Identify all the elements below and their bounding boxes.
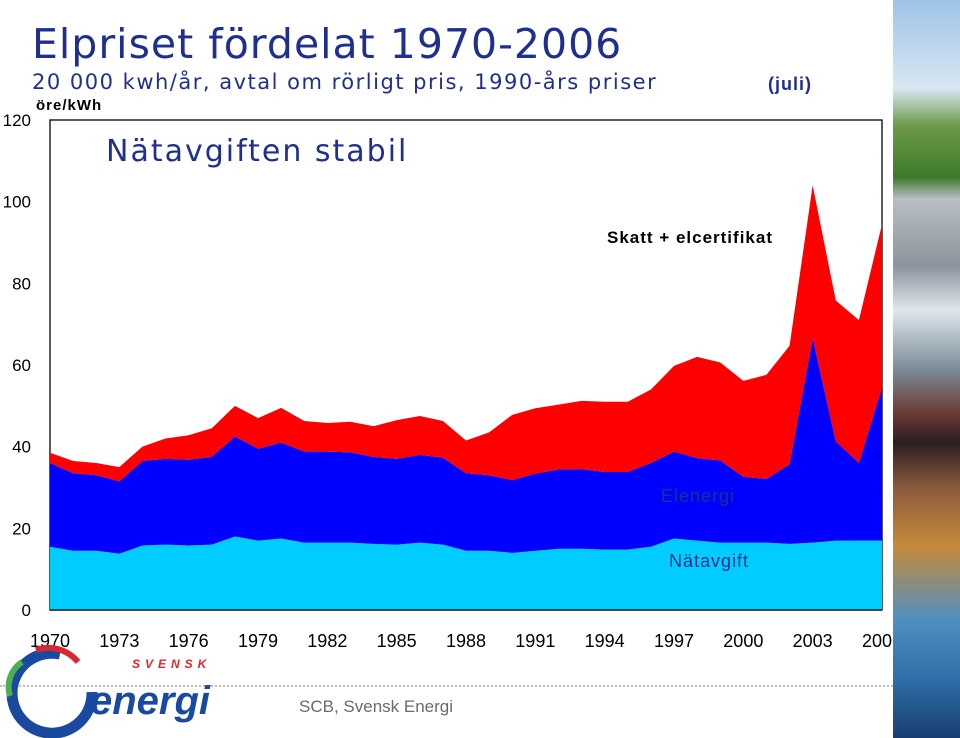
area-series-2 xyxy=(50,338,882,554)
x-tick-label: 1976 xyxy=(169,631,209,651)
x-tick-label: 1988 xyxy=(446,631,486,651)
y-axis-unit-label: öre/kWh xyxy=(36,97,103,114)
y-tick-label: 100 xyxy=(3,193,31,212)
period-note: (juli) xyxy=(768,74,812,94)
logo-swirl-green xyxy=(5,659,24,697)
x-tick-label: 2006 xyxy=(862,631,893,651)
series-label-2: Elenergi xyxy=(661,486,735,506)
x-tick-label: 1973 xyxy=(99,631,139,651)
annotation-callout: Nätavgiften stabil xyxy=(106,134,409,169)
x-tick-label: 1997 xyxy=(654,631,694,651)
logo-text-main: energi xyxy=(90,679,211,723)
x-tick-label: 1979 xyxy=(238,631,278,651)
y-tick-label: 80 xyxy=(12,274,31,293)
svensk-energi-logo: SVENSK energi xyxy=(5,644,211,738)
decorative-photo-strip xyxy=(893,0,960,738)
y-tick-label: 20 xyxy=(12,519,31,538)
series-labels: Nätavgift Elenergi Skatt + elcertifikat xyxy=(607,228,773,571)
x-tick-label: 2000 xyxy=(723,631,763,651)
y-tick-label: 0 xyxy=(22,601,31,620)
x-tick-label: 2003 xyxy=(793,631,833,651)
y-tick-label: 120 xyxy=(3,111,31,130)
y-tick-label: 60 xyxy=(12,356,31,375)
x-axis: 1970 1973 1976 1979 1982 1985 1988 1991 1994 1997… xyxy=(30,609,893,651)
x-tick-label: 1994 xyxy=(585,631,625,651)
x-tick-label: 1985 xyxy=(377,631,417,651)
x-tick-label: 1982 xyxy=(307,631,347,651)
logo-swirl-red xyxy=(35,644,81,664)
y-tick-label: 40 xyxy=(12,438,31,457)
area-series-3 xyxy=(50,185,882,482)
chart-title: Elpriset fördelat 1970-2006 xyxy=(32,20,623,68)
footer-source: SCB, Svensk Energi xyxy=(299,697,454,716)
logo-swirl-blue xyxy=(6,647,98,738)
logo-text-top: SVENSK xyxy=(132,657,211,671)
series-label-3: Skatt + elcertifikat xyxy=(607,228,773,247)
area-series-1 xyxy=(50,536,882,610)
footer-divider xyxy=(0,685,893,687)
y-axis: 0 20 40 60 80 100 120 xyxy=(3,111,31,620)
series-label-1: Nätavgift xyxy=(669,551,749,571)
chart-subtitle: 20 000 kwh/år, avtal om rörligt pris, 19… xyxy=(32,70,658,94)
series-areas xyxy=(50,185,882,610)
x-tick-label: 1991 xyxy=(515,631,555,651)
